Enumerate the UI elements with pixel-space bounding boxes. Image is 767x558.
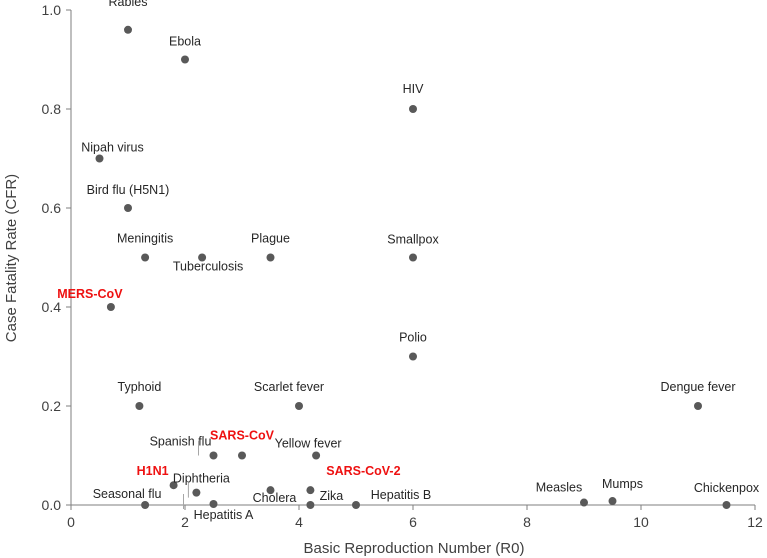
point-sars-cov-2 bbox=[306, 486, 315, 495]
label-polio: Polio bbox=[399, 331, 427, 345]
x-tick-label: 12 bbox=[747, 514, 763, 530]
point-tuberculosis bbox=[198, 253, 207, 262]
point-labels: Rabies Ebola HIV Nipah virus Bird flu (H5N1)… bbox=[57, 0, 760, 522]
label-tuberculosis: Tuberculosis bbox=[173, 260, 243, 274]
point-nipah-virus bbox=[95, 154, 104, 163]
point-typhoid bbox=[135, 402, 144, 410]
point-hepatitis-a bbox=[209, 500, 218, 509]
label-mumps: Mumps bbox=[602, 477, 643, 491]
label-meningitis: Meningitis bbox=[117, 232, 173, 246]
label-spanish-flu: Spanish flu bbox=[150, 435, 212, 449]
label-diphtheria: Diphtheria bbox=[173, 472, 230, 486]
point-bird-flu-h5n1 bbox=[124, 204, 132, 212]
y-tick-label: 0.6 bbox=[42, 200, 62, 216]
label-measles: Measles bbox=[536, 481, 583, 495]
x-axis-title: Basic Reproduction Number (R0) bbox=[304, 540, 525, 557]
point-plague bbox=[266, 253, 275, 262]
point-dengue-fever bbox=[694, 402, 702, 410]
y-axis-title: Case Fatality Rate (CFR) bbox=[3, 174, 20, 342]
point-hiv bbox=[409, 105, 417, 113]
label-dengue-fever: Dengue fever bbox=[660, 380, 735, 394]
point-spanish-flu bbox=[209, 451, 218, 460]
label-chickenpox: Chickenpox bbox=[694, 481, 760, 495]
label-bird-flu-h5n1: Bird flu (H5N1) bbox=[87, 183, 170, 197]
point-zika bbox=[306, 501, 315, 509]
label-mers-cov: MERS-CoV bbox=[57, 287, 123, 301]
point-ebola bbox=[181, 55, 189, 64]
label-sars-cov-2: SARS-CoV-2 bbox=[326, 464, 400, 478]
point-cholera bbox=[266, 486, 275, 495]
label-ebola: Ebola bbox=[169, 35, 201, 49]
x-tick-label: 6 bbox=[409, 514, 417, 530]
point-scarlet-fever bbox=[295, 402, 303, 410]
point-mumps bbox=[608, 497, 617, 506]
label-smallpox: Smallpox bbox=[387, 233, 439, 247]
point-sars-cov bbox=[238, 451, 246, 460]
point-h1n1 bbox=[169, 481, 178, 490]
label-cholera: Cholera bbox=[253, 491, 297, 505]
point-seasonal-flu bbox=[141, 501, 150, 509]
point-meningitis bbox=[141, 253, 150, 262]
label-rabies: Rabies bbox=[109, 0, 148, 9]
point-rabies bbox=[124, 25, 132, 34]
y-tick-label: 0.0 bbox=[42, 497, 62, 513]
x-tick-label: 2 bbox=[181, 514, 189, 530]
label-sars-cov: SARS-CoV bbox=[210, 429, 275, 443]
label-hiv: HIV bbox=[403, 82, 425, 96]
label-nipah-virus: Nipah virus bbox=[81, 141, 144, 155]
y-tick-label: 0.2 bbox=[42, 398, 62, 414]
y-tick-label: 1.0 bbox=[42, 2, 62, 18]
point-chickenpox bbox=[722, 501, 731, 509]
x-tick-label: 8 bbox=[523, 514, 531, 530]
label-hepatitis-a: Hepatitis A bbox=[194, 508, 254, 522]
y-tick-label: 0.8 bbox=[42, 101, 62, 117]
label-scarlet-fever: Scarlet fever bbox=[254, 380, 324, 394]
x-tick-label: 0 bbox=[67, 514, 75, 530]
label-connectors bbox=[183, 440, 199, 510]
point-smallpox bbox=[409, 253, 417, 262]
point-measles bbox=[580, 498, 588, 507]
y-tick-label: 0.4 bbox=[42, 299, 62, 315]
x-tick-label: 10 bbox=[633, 514, 649, 530]
point-mers-cov bbox=[106, 303, 115, 311]
label-yellow-fever: Yellow fever bbox=[275, 437, 342, 451]
data-points bbox=[95, 25, 731, 509]
label-h1n1: H1N1 bbox=[137, 464, 169, 478]
label-zika: Zika bbox=[320, 489, 344, 503]
label-typhoid: Typhoid bbox=[118, 380, 162, 394]
axes: 0.0 0.2 0.4 0.6 0.8 1.0 0 2 4 6 8 10 12 bbox=[42, 2, 763, 530]
x-tick-label: 4 bbox=[295, 514, 303, 530]
point-diphtheria bbox=[192, 488, 201, 497]
label-seasonal-flu: Seasonal flu bbox=[93, 487, 162, 501]
label-hepatitis-b: Hepatitis B bbox=[371, 488, 431, 502]
point-polio bbox=[409, 352, 417, 361]
label-plague: Plague bbox=[251, 232, 290, 246]
point-hepatitis-b bbox=[352, 501, 360, 509]
point-yellow-fever bbox=[312, 451, 321, 460]
